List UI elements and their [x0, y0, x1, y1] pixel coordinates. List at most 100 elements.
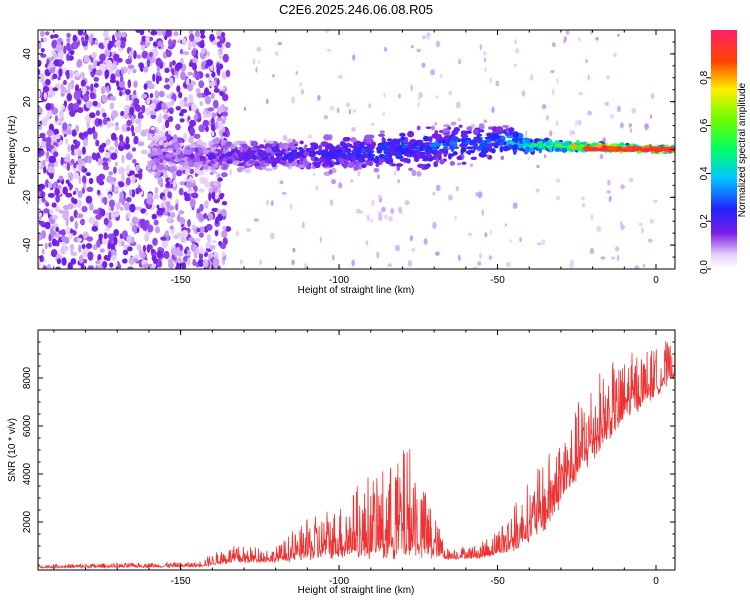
heatmap-blob [99, 53, 106, 62]
heatmap-blob [366, 143, 371, 147]
colorbar-tick-label: 0.2 [699, 214, 710, 228]
heatmap-blob [274, 51, 279, 56]
heatmap-blob [85, 195, 93, 204]
heatmap-blob [125, 94, 130, 102]
heatmap-blob [217, 50, 220, 56]
heatmap-blob [180, 71, 186, 81]
heatmap-blob [371, 199, 375, 207]
heatmap-blob [396, 138, 401, 145]
heatmap-blob [93, 82, 99, 88]
heatmap-blob [277, 41, 282, 46]
heatmap-blob [212, 257, 220, 267]
heatmap-blob [131, 116, 135, 124]
heatmap-blob [53, 52, 58, 59]
heatmap-blob [488, 255, 493, 260]
heatmap-blob [211, 191, 216, 200]
heatmap-blob [239, 259, 243, 265]
heatmap-blob [163, 142, 168, 148]
heatmap-blob [168, 38, 173, 48]
heatmap-blob [352, 54, 356, 61]
heatmap-blob [183, 161, 189, 166]
heatmap-blob [321, 162, 329, 167]
heatmap-blob [38, 220, 46, 226]
heatmap-blob [39, 132, 46, 139]
heatmap-blob [83, 55, 90, 63]
heatmap-blob [629, 128, 633, 133]
heatmap-blob [70, 79, 75, 85]
heatmap-blob [226, 159, 233, 165]
heatmap-blob [206, 233, 211, 242]
heatmap-blob [514, 39, 517, 45]
heatmap-blob [129, 189, 133, 197]
heatmap-blob [142, 263, 150, 269]
heatmap-blob [135, 30, 141, 33]
heatmap-blob [416, 48, 422, 53]
heatmap-blob [137, 141, 145, 147]
heatmap-blob [75, 84, 80, 94]
heatmap-blob [76, 213, 84, 219]
heatmap-blob [382, 112, 386, 117]
heatmap-blob [383, 154, 389, 160]
heatmap-blob [194, 30, 200, 37]
heatmap-blob [89, 92, 95, 100]
heatmap-blob [200, 41, 205, 49]
heatmap-blob [332, 254, 335, 261]
heatmap-blob [107, 193, 112, 200]
heatmap-blob [146, 97, 151, 105]
heatmap-blob [127, 67, 131, 75]
heatmap-blob [191, 103, 197, 113]
heatmap-blob [367, 160, 374, 167]
y-tick-label: 0 [22, 146, 33, 152]
heatmap-blob [207, 107, 215, 112]
heatmap-blob [168, 107, 174, 115]
heatmap-blob [563, 39, 566, 44]
heatmap-blob [243, 158, 249, 162]
heatmap-blob [192, 62, 197, 71]
heatmap-blob [211, 207, 219, 212]
heatmap-blob [133, 135, 139, 145]
heatmap-blob [119, 75, 124, 83]
heatmap-blob [189, 168, 195, 175]
heatmap-blob [60, 246, 66, 255]
heatmap-blob [191, 192, 199, 199]
heatmap-blob [555, 120, 559, 126]
heatmap-blob [115, 210, 120, 218]
heatmap-blob [200, 34, 206, 39]
heatmap-blob [300, 89, 305, 95]
heatmap-blob [203, 213, 208, 219]
heatmap-blob [199, 246, 204, 255]
heatmap-blob [197, 258, 205, 267]
heatmap-blob [69, 109, 76, 117]
heatmap-blob [50, 230, 57, 236]
heatmap-blob [287, 157, 295, 162]
heatmap-blob [108, 250, 112, 259]
heatmap-blob [151, 213, 157, 220]
heatmap-blob [38, 69, 41, 76]
heatmap-blob [149, 93, 154, 99]
heatmap-blob [476, 145, 483, 151]
heatmap-blob [207, 253, 214, 258]
heatmap-blob [252, 58, 256, 65]
heatmap-blob [314, 157, 319, 162]
heatmap-blob [76, 98, 81, 105]
heatmap-blob [54, 115, 58, 122]
heatmap-blob [163, 84, 171, 90]
heatmap-blob [350, 179, 354, 183]
heatmap-blob [156, 170, 161, 176]
heatmap-blob [281, 156, 288, 161]
heatmap-blob [115, 80, 120, 87]
heatmap-blob [489, 77, 492, 84]
heatmap-blob [63, 45, 67, 54]
heatmap-blob [220, 243, 227, 250]
heatmap-blob [323, 134, 331, 141]
heatmap-blob [131, 132, 136, 137]
colorbar-tick-label: 0.8 [699, 70, 710, 84]
heatmap-blob [163, 167, 168, 170]
heatmap-blob [121, 241, 125, 247]
heatmap-blob [166, 158, 171, 162]
heatmap-blob [123, 143, 131, 150]
heatmap-blob [541, 239, 546, 246]
heatmap-blob [78, 132, 83, 139]
heatmap-blob [189, 135, 194, 144]
heatmap-blob [428, 136, 433, 143]
